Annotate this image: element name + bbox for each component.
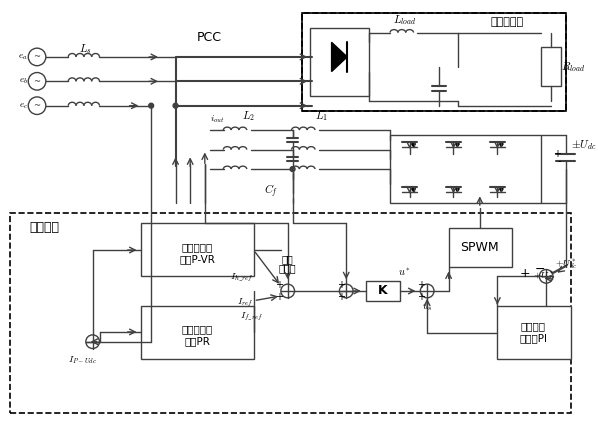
Text: $u^*$: $u^*$ [398,267,411,278]
Text: $e_b$: $e_b$ [19,76,28,86]
Text: $I_{f\_ref}$: $I_{f\_ref}$ [240,311,263,324]
Text: $+U_{dc}^*$: $+U_{dc}^*$ [555,257,577,271]
Circle shape [149,103,154,108]
Text: 非线性负载: 非线性负载 [490,17,524,27]
Text: $e_c$: $e_c$ [19,101,28,111]
Text: $+U_{dc}^*$: $+U_{dc}^*$ [533,269,556,283]
Bar [310,27,368,96]
Polygon shape [456,144,459,147]
Text: ~: ~ [33,101,41,110]
Text: 制器PR: 制器PR [184,336,210,346]
Polygon shape [499,189,504,192]
Text: 直流电压: 直流电压 [521,321,546,331]
Text: $u_s$: $u_s$ [422,303,433,313]
Text: PCC: PCC [197,31,222,44]
Text: +: + [337,280,345,290]
Polygon shape [411,189,416,192]
Polygon shape [411,144,416,147]
Text: $I_{P-Udc}$: $I_{P-Udc}$ [68,354,97,366]
Bar [10,213,570,413]
Text: $L_{load}$: $L_{load}$ [393,13,417,27]
Text: +: + [275,292,283,302]
Text: +: + [417,280,425,290]
Bar [498,305,570,359]
Bar [390,135,541,203]
Text: $L_s$: $L_s$ [80,42,92,56]
Text: $-$: $-$ [534,262,545,275]
Bar [541,47,561,86]
Text: ~: ~ [33,52,41,61]
Text: $C_f$: $C_f$ [264,183,278,200]
Text: $I_{h\_ref}$: $I_{h\_ref}$ [230,272,254,284]
Text: 制器P-VR: 制器P-VR [179,254,215,264]
Circle shape [290,167,295,171]
Polygon shape [499,144,504,147]
Circle shape [173,103,178,108]
Text: -: - [557,156,561,166]
Text: 控制模块: 控制模块 [29,221,59,234]
Text: K: K [377,285,387,297]
Polygon shape [331,42,347,71]
Text: $e_a$: $e_a$ [19,52,28,62]
Bar [448,228,512,266]
Text: SPWM: SPWM [460,241,499,254]
Text: $R_{load}$: $R_{load}$ [561,60,585,74]
Text: $i_{out}$: $i_{out}$ [210,113,224,125]
Text: 阻尼: 阻尼 [282,254,294,264]
Bar [303,13,566,110]
Text: ~: ~ [33,77,41,86]
Text: +: + [337,292,345,302]
Polygon shape [456,189,459,192]
Text: 谐波电流控: 谐波电流控 [181,242,213,252]
Bar [141,305,254,359]
Text: $I_{ref}$: $I_{ref}$ [237,297,254,309]
Text: 控制器PI: 控制器PI [520,333,547,343]
Text: +: + [553,149,561,159]
Bar [366,281,400,301]
Text: $L_1$: $L_1$ [315,110,328,123]
Bar [303,13,566,110]
Text: $+$: $+$ [519,267,530,280]
Text: +: + [275,280,283,290]
Text: $L_2$: $L_2$ [242,110,255,123]
Text: 基波电流控: 基波电流控 [181,324,213,334]
Text: 电流环: 电流环 [279,264,297,274]
Text: $\pm U_{dc}$: $\pm U_{dc}$ [572,138,597,151]
Text: +: + [417,292,425,302]
Bar [141,223,254,276]
